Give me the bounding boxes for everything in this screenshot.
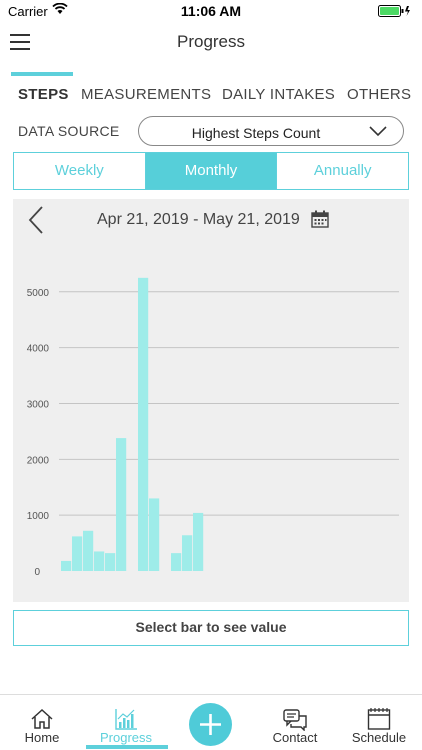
chevron-left-icon[interactable] xyxy=(27,205,45,235)
battery-icon xyxy=(378,5,410,17)
tab-steps[interactable]: STEPS xyxy=(18,86,69,103)
wifi-icon xyxy=(52,3,68,14)
data-source-value: Highest Steps Count xyxy=(191,125,321,141)
nav-schedule-label: Schedule xyxy=(351,730,407,745)
y-tick-label: 2000 xyxy=(27,455,50,466)
steps-bar-chart: 0 1000 2000 3000 4000 5000 xyxy=(27,277,399,578)
nav-schedule[interactable]: Schedule xyxy=(339,695,419,750)
nav-progress-label: Progress xyxy=(99,730,153,745)
active-nav-underline xyxy=(86,745,168,749)
nav-contact-label: Contact xyxy=(272,730,318,745)
chat-icon xyxy=(283,709,307,731)
chart-bar[interactable] xyxy=(61,560,72,571)
y-tick-label: 0 xyxy=(34,567,40,578)
chart-bar[interactable] xyxy=(94,551,105,571)
tab-daily-intakes[interactable]: DAILY INTAKES xyxy=(222,86,336,103)
y-tick-label: 4000 xyxy=(27,344,50,355)
y-tick-label: 1000 xyxy=(27,511,50,522)
tab-measurements[interactable]: MEASUREMENTS xyxy=(81,86,212,103)
segment-weekly[interactable]: Weekly xyxy=(14,153,146,189)
date-range-label: Apr 21, 2019 - May 21, 2019 xyxy=(97,211,300,228)
tab-others[interactable]: OTHERS xyxy=(347,86,412,103)
nav-bar: Progress xyxy=(0,22,422,62)
calendar-icon[interactable] xyxy=(311,210,329,228)
period-segmented-control: Weekly Monthly Annually xyxy=(13,152,409,190)
home-icon xyxy=(31,708,53,729)
data-source-label: DATA SOURCE xyxy=(18,123,120,139)
chart-bar[interactable] xyxy=(171,553,182,571)
segment-annually[interactable]: Annually xyxy=(313,162,372,179)
page-title: Progress xyxy=(176,32,246,51)
segment-monthly[interactable]: Monthly xyxy=(145,153,278,189)
chart-panel: 0 1000 2000 3000 4000 5000 Apr 21, 2019 - May… xyxy=(13,199,409,602)
calendar-icon xyxy=(367,708,391,730)
nav-home[interactable]: Home xyxy=(2,695,82,750)
category-tabs: STEPS MEASUREMENTS DAILY INTAKES OTHERS xyxy=(0,86,422,108)
carrier-label: Carrier xyxy=(8,4,48,19)
chart-bar[interactable] xyxy=(83,530,94,571)
add-button[interactable] xyxy=(189,703,232,746)
chart-bar[interactable] xyxy=(149,498,160,571)
chart-bar[interactable] xyxy=(72,536,83,571)
bottom-tab-bar: Home Progress Contact S xyxy=(0,694,422,750)
chevron-down-icon xyxy=(369,126,387,137)
data-source-dropdown[interactable]: Highest Steps Count xyxy=(138,116,404,146)
chart-bar[interactable] xyxy=(116,438,127,571)
chart-bar[interactable] xyxy=(193,512,204,571)
nav-progress[interactable]: Progress xyxy=(86,695,166,750)
y-tick-label: 5000 xyxy=(27,288,50,299)
clock: 11:06 AM xyxy=(180,3,242,19)
status-bar: Carrier 11:06 AM xyxy=(0,0,422,22)
plus-icon xyxy=(200,714,221,735)
chart-bar[interactable] xyxy=(105,553,116,571)
nav-contact[interactable]: Contact xyxy=(255,695,335,750)
progress-chart-icon xyxy=(115,709,137,730)
nav-home-label: Home xyxy=(24,730,60,745)
select-bar-hint: Select bar to see value xyxy=(13,610,409,646)
y-tick-label: 3000 xyxy=(27,399,50,410)
chart-bar[interactable] xyxy=(182,535,193,571)
chart-bar[interactable] xyxy=(138,277,149,571)
menu-icon[interactable] xyxy=(10,34,30,50)
active-tab-indicator xyxy=(11,72,73,76)
